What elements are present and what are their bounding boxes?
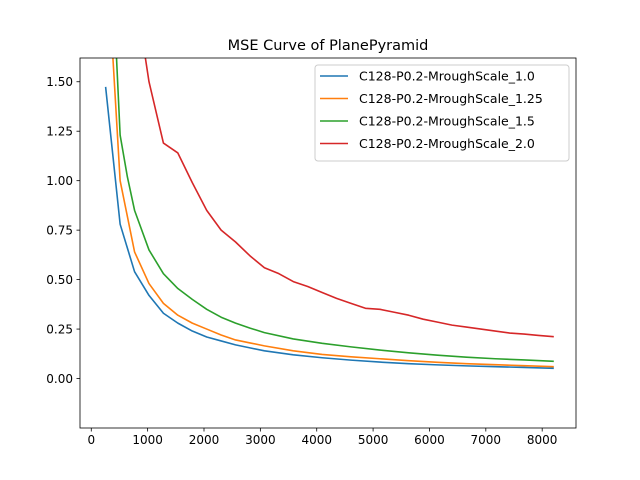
x-tick-label: 4000 [301,433,332,447]
plot-area-frame [79,57,577,429]
x-axis: 0 1000 2000 3000 4000 5000 6000 7000 8000 [87,428,557,447]
chart-title: MSE Curve of PlanePyramid [228,38,429,54]
y-axis: 0.00 0.25 0.50 0.75 1.00 1.25 1.50 [46,75,80,386]
series-layer [104,58,554,370]
x-tick-label: 3000 [245,433,276,447]
y-tick-label: 0.50 [46,273,73,287]
y-tick-label: 0.00 [46,372,73,386]
series-line-1 [104,86,554,370]
legend-label-2: C128-P0.2-MroughScale_1.25 [359,91,543,106]
y-tick-label: 1.50 [46,75,73,89]
x-tick-label: 8000 [527,433,558,447]
x-tick-label: 1000 [132,433,163,447]
legend-box [314,64,570,162]
legend-label-1: C128-P0.2-MroughScale_1.0 [359,69,535,84]
x-tick-label: 6000 [414,433,445,447]
y-tick-label: 0.75 [46,223,73,237]
x-tick-label: 2000 [189,433,220,447]
legend-label-3: C128-P0.2-MroughScale_1.5 [359,114,535,129]
series-line-4 [144,58,554,338]
y-tick-label: 1.00 [46,174,73,188]
x-tick-label: 5000 [358,433,389,447]
series-line-3 [115,58,554,363]
legend: C128-P0.2-MroughScale_1.0 C128-P0.2-Mroug… [314,64,570,162]
y-tick-label: 0.25 [46,322,73,336]
series-line-2 [112,58,554,368]
x-tick-label: 7000 [471,433,502,447]
legend-label-4: C128-P0.2-MroughScale_2.0 [359,136,535,151]
x-tick-label: 0 [87,433,95,447]
y-tick-label: 1.25 [46,125,73,139]
